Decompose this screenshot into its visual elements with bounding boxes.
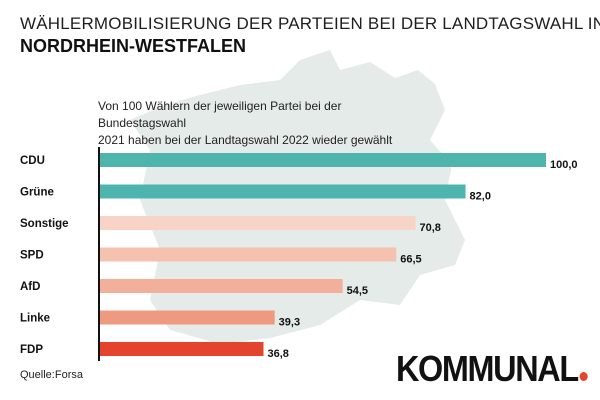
- value-label: 82,0: [470, 191, 491, 203]
- kommunal-logo: KOMMUNAL: [396, 349, 588, 389]
- value-label: 66,5: [400, 254, 421, 266]
- bar: [99, 184, 466, 199]
- value-label: 39,3: [279, 317, 300, 329]
- logo-text: KOMMUNAL: [396, 348, 579, 389]
- bar: [99, 247, 397, 262]
- value-label: 54,5: [347, 285, 368, 297]
- chart-title-line-2: NORDRHEIN-WESTFALEN: [20, 36, 246, 56]
- chart-subtitle: Von 100 Wählern der jeweiligen Partei be…: [98, 99, 393, 147]
- value-label: 36,8: [267, 348, 288, 360]
- value-label: 100,0: [550, 159, 578, 171]
- category-label: Grüne: [20, 187, 54, 199]
- bar: [99, 279, 343, 293]
- category-label: AfD: [20, 281, 40, 293]
- bar: [99, 342, 264, 356]
- category-label: Linke: [20, 313, 50, 325]
- source-note: Quelle:Forsa: [20, 369, 83, 381]
- category-label: SPD: [20, 250, 44, 262]
- category-label: CDU: [20, 155, 45, 167]
- category-label: Sonstige: [20, 218, 69, 230]
- bar: [99, 216, 416, 230]
- logo-dot: [579, 372, 588, 381]
- chart-title-line-1: WÄHLERMOBILISIERUNG DER PARTEIEN BEI DER…: [20, 14, 600, 33]
- bar: [99, 153, 546, 167]
- category-label: FDP: [20, 344, 43, 356]
- value-label: 70,8: [419, 222, 440, 234]
- bar: [99, 310, 275, 325]
